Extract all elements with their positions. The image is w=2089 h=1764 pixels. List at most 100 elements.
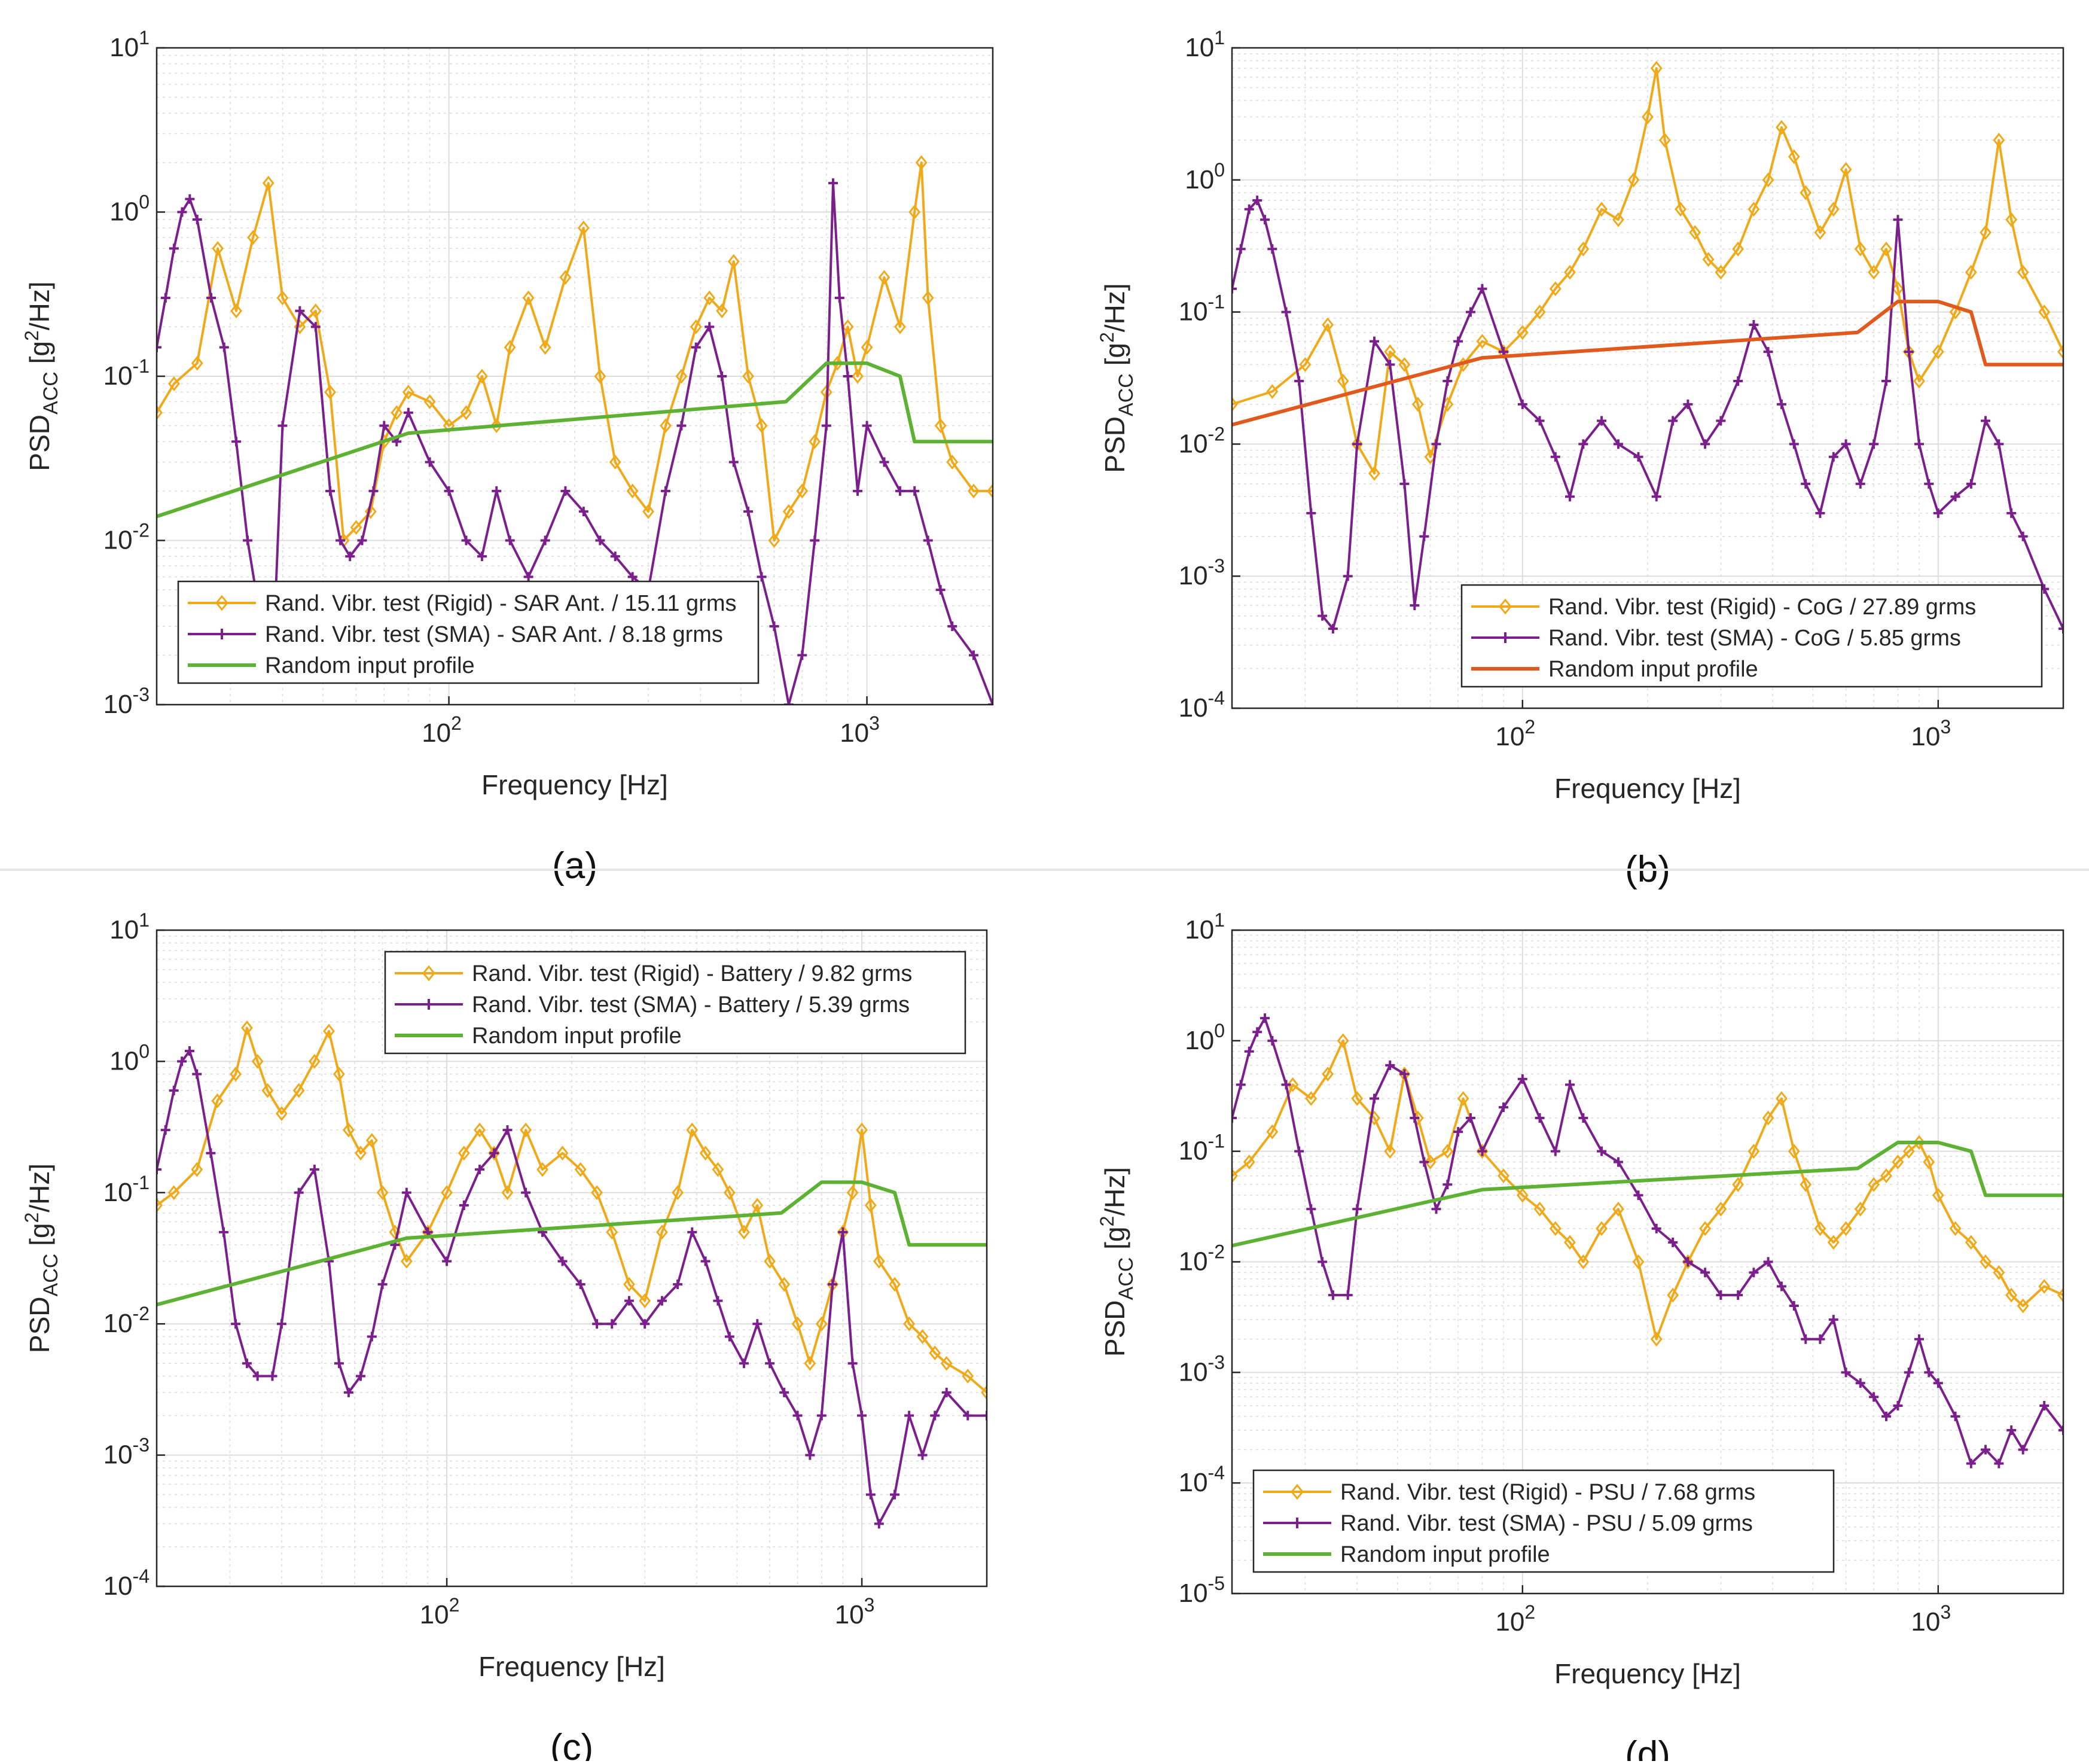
data-point-rigid bbox=[846, 1185, 859, 1201]
data-point-rigid bbox=[504, 340, 516, 355]
legend-box bbox=[1460, 584, 2043, 688]
data-point-rigid bbox=[1993, 132, 2005, 148]
series-rigid bbox=[157, 1020, 987, 1400]
data-point-rigid bbox=[660, 418, 672, 434]
data-point-sma bbox=[177, 207, 187, 217]
data-point-sma bbox=[477, 552, 487, 562]
legend-box bbox=[1252, 1469, 1835, 1573]
legend: Rand. Vibr. test (Rigid) - Battery / 9.8… bbox=[384, 950, 966, 1055]
data-point-sma bbox=[1517, 1074, 1527, 1084]
data-point-sma bbox=[1267, 244, 1277, 254]
data-point-rigid bbox=[324, 385, 336, 400]
data-point-sma bbox=[325, 486, 336, 496]
data-point-rigid bbox=[520, 1122, 532, 1138]
x-axis-label: Frequency [Hz] bbox=[1554, 1658, 1741, 1689]
data-point-sma bbox=[505, 535, 515, 546]
data-point-rigid bbox=[1398, 357, 1411, 372]
data-point-rigid bbox=[686, 1122, 699, 1138]
data-point-rigid bbox=[574, 1162, 587, 1177]
data-point-rigid bbox=[791, 1316, 804, 1332]
data-point-sma bbox=[1700, 439, 1710, 449]
series-input bbox=[1232, 300, 2063, 426]
x-axis-label: Frequency [Hz] bbox=[481, 769, 668, 800]
data-point-sma bbox=[1252, 1027, 1262, 1037]
legend-entry: Rand. Vibr. test (SMA) - PSU / 5.09 grms bbox=[1340, 1511, 1753, 1536]
series-line-input bbox=[157, 1180, 987, 1306]
data-point-sma bbox=[310, 322, 321, 332]
data-point-sma bbox=[1385, 359, 1395, 370]
data-point-sma bbox=[442, 1256, 452, 1266]
data-point-rigid bbox=[1949, 1221, 1962, 1236]
data-point-rigid bbox=[1457, 1091, 1469, 1106]
data-point-sma bbox=[1306, 1204, 1316, 1214]
chart-panel-b: 102 103 10-4 10-3 10-2 10-1 100 101 Frequency [H… bbox=[1096, 27, 2064, 890]
data-point-sma bbox=[1881, 1411, 1891, 1421]
data-point-rigid bbox=[1732, 241, 1745, 257]
data-point-rigid bbox=[1577, 241, 1590, 257]
data-point-rigid bbox=[1476, 334, 1489, 349]
data-point-sma bbox=[157, 342, 161, 352]
data-point-sma bbox=[1399, 1069, 1410, 1079]
legend-box bbox=[384, 950, 966, 1055]
data-point-rigid bbox=[1827, 202, 1840, 217]
data-point-rigid bbox=[699, 1145, 712, 1161]
data-point-sma bbox=[492, 486, 502, 496]
data-point-sma bbox=[218, 1227, 228, 1237]
data-point-rigid bbox=[1776, 120, 1788, 135]
data-point-rigid bbox=[1854, 241, 1867, 257]
data-point-rigid bbox=[934, 418, 947, 434]
data-point-sma bbox=[816, 1410, 827, 1421]
data-point-rigid bbox=[247, 230, 260, 245]
data-point-sma bbox=[368, 486, 379, 496]
data-point-sma bbox=[1252, 196, 1262, 206]
data-point-sma bbox=[1281, 307, 1291, 317]
data-point-rigid bbox=[261, 1083, 274, 1098]
data-point-sma bbox=[169, 243, 179, 254]
data-point-sma bbox=[947, 621, 957, 632]
data-point-rigid bbox=[591, 1185, 603, 1201]
data-point-rigid bbox=[460, 405, 472, 421]
data-point-sma bbox=[560, 486, 571, 496]
data-point-sma bbox=[691, 342, 701, 352]
data-point-rigid bbox=[1612, 1201, 1624, 1217]
data-point-sma bbox=[267, 1371, 277, 1381]
data-point-sma bbox=[2006, 1425, 2017, 1435]
data-point-sma bbox=[1236, 1080, 1246, 1090]
data-point-rigid bbox=[1788, 1144, 1800, 1159]
data-point-rigid bbox=[894, 319, 906, 334]
data-point-sma bbox=[1578, 1113, 1588, 1123]
data-point-rigid bbox=[968, 483, 980, 499]
data-point-sma bbox=[1914, 439, 1924, 449]
data-point-sma bbox=[367, 1332, 377, 1342]
data-point-sma bbox=[687, 1227, 697, 1237]
data-point-sma bbox=[941, 1387, 952, 1397]
y-tick-label: 10-3 bbox=[103, 684, 150, 719]
data-point-rigid bbox=[2057, 1287, 2063, 1303]
data-point-rigid bbox=[474, 1122, 486, 1138]
data-point-rigid bbox=[940, 1355, 953, 1371]
data-point-sma bbox=[1419, 531, 1429, 541]
data-point-rigid bbox=[275, 1106, 288, 1122]
data-point-rigid bbox=[727, 254, 740, 269]
data-point-sma bbox=[461, 535, 471, 546]
y-tick-label: 100 bbox=[109, 191, 150, 227]
data-point-sma bbox=[1914, 1334, 1924, 1344]
data-point-rigid bbox=[672, 1185, 684, 1201]
data-point-sma bbox=[1260, 215, 1270, 225]
data-point-sma bbox=[1950, 492, 1960, 502]
data-point-sma bbox=[403, 407, 413, 418]
series-rigid bbox=[157, 155, 993, 548]
data-point-rigid bbox=[1232, 1168, 1238, 1184]
data-point-rigid bbox=[1549, 1221, 1562, 1236]
data-point-rigid bbox=[350, 520, 362, 535]
data-point-sma bbox=[595, 535, 605, 546]
legend-entry: Rand. Vibr. test (Rigid) - CoG / 27.89 g… bbox=[1548, 595, 1976, 620]
data-point-sma bbox=[610, 552, 620, 562]
data-point-sma bbox=[1763, 347, 1773, 357]
data-point-rigid bbox=[323, 1023, 335, 1039]
data-point-rigid bbox=[577, 220, 590, 236]
chart-panel-a: 102 103 10-3 10-2 10-1 100 101 Frequency [Hz] PS… bbox=[21, 27, 994, 886]
data-point-rigid bbox=[211, 1093, 224, 1108]
data-point-rigid bbox=[742, 368, 754, 384]
data-point-sma bbox=[1352, 1204, 1362, 1214]
